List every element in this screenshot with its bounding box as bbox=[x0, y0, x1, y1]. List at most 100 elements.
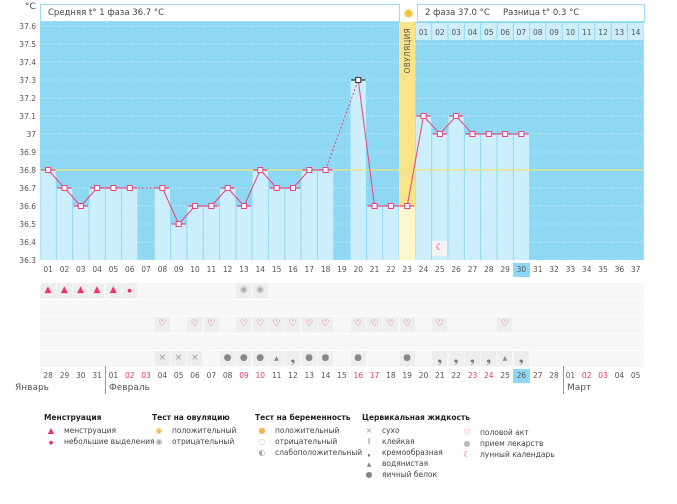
day-number[interactable]: 20 bbox=[353, 265, 363, 274]
calendar-date[interactable]: 10 bbox=[255, 371, 266, 380]
calendar-date[interactable]: 27 bbox=[532, 371, 543, 380]
day-number[interactable]: 04 bbox=[92, 265, 102, 274]
small-drop-icon-cell[interactable]: ● bbox=[122, 283, 138, 298]
day-number[interactable]: 15 bbox=[271, 265, 282, 274]
calendar-date[interactable]: 11 bbox=[271, 371, 282, 380]
calendar-date[interactable]: 01 bbox=[565, 371, 576, 380]
day-number[interactable]: 10 bbox=[190, 265, 200, 274]
creamy-icon-cell[interactable]: ❟ bbox=[285, 351, 301, 366]
calendar-date[interactable]: 03 bbox=[598, 371, 608, 380]
calendar-date[interactable]: 26 bbox=[513, 369, 530, 383]
watery-icon-cell[interactable]: ▲ bbox=[268, 351, 284, 366]
heart-icon-cell[interactable]: ♡ bbox=[399, 317, 415, 332]
calendar-date[interactable]: 03 bbox=[141, 371, 151, 380]
day-number[interactable]: 14 bbox=[255, 265, 266, 274]
calendar-date[interactable]: 28 bbox=[43, 371, 53, 380]
calendar-date[interactable]: 14 bbox=[320, 371, 331, 380]
dry-icon-cell[interactable]: × bbox=[154, 351, 170, 366]
day-number[interactable]: 36 bbox=[614, 265, 625, 274]
egg-white-icon-cell[interactable]: ● bbox=[301, 351, 317, 366]
day-number[interactable]: 27 bbox=[467, 265, 478, 274]
negative-test-icon-cell[interactable]: ◉ bbox=[236, 283, 252, 298]
day-number[interactable]: 21 bbox=[369, 265, 380, 274]
blood-drop-icon-cell[interactable]: ▲ bbox=[40, 283, 56, 298]
negative-test-icon-cell[interactable]: ◉ bbox=[252, 283, 268, 298]
calendar-date[interactable]: 04 bbox=[157, 371, 168, 380]
creamy-icon-cell[interactable]: ❟ bbox=[432, 351, 448, 366]
blood-drop-icon-cell[interactable]: ▲ bbox=[56, 283, 72, 298]
calendar-date[interactable]: 31 bbox=[92, 371, 102, 380]
day-number[interactable]: 30 bbox=[513, 263, 530, 277]
calendar-date[interactable]: 01 bbox=[108, 371, 119, 380]
day-number[interactable]: 34 bbox=[581, 265, 592, 274]
day-number[interactable]: 32 bbox=[549, 265, 559, 274]
egg-white-icon-cell[interactable]: ● bbox=[317, 351, 333, 366]
egg-white-icon-cell[interactable]: ● bbox=[236, 351, 252, 366]
egg-white-icon-cell[interactable]: ● bbox=[252, 351, 268, 366]
calendar-date[interactable]: 05 bbox=[173, 371, 184, 380]
moon-icon[interactable]: ☾ bbox=[432, 241, 448, 256]
day-number[interactable]: 09 bbox=[173, 265, 184, 274]
day-number[interactable]: 19 bbox=[337, 265, 347, 274]
calendar-date[interactable]: 17 bbox=[369, 371, 380, 380]
day-number[interactable]: 26 bbox=[451, 265, 461, 274]
heart-icon-cell[interactable]: ♡ bbox=[383, 317, 399, 332]
calendar-date[interactable]: 08 bbox=[222, 371, 233, 380]
day-number[interactable]: 05 bbox=[108, 265, 119, 274]
day-number[interactable]: 12 bbox=[222, 265, 233, 274]
day-number[interactable]: 18 bbox=[320, 265, 331, 274]
calendar-date[interactable]: 02 bbox=[124, 371, 135, 380]
egg-white-icon-cell[interactable]: ● bbox=[399, 351, 415, 366]
calendar-date[interactable]: 15 bbox=[337, 371, 347, 380]
day-number[interactable]: 07 bbox=[141, 265, 151, 274]
day-number[interactable]: 25 bbox=[435, 265, 445, 274]
calendar-date[interactable]: 02 bbox=[581, 371, 592, 380]
day-number[interactable]: 22 bbox=[386, 265, 396, 274]
day-number[interactable]: 24 bbox=[418, 265, 429, 274]
heart-icon-cell[interactable]: ♡ bbox=[350, 317, 366, 332]
blood-drop-icon-cell[interactable]: ▲ bbox=[105, 283, 121, 298]
day-number[interactable]: 33 bbox=[565, 265, 576, 274]
heart-icon-cell[interactable]: ♡ bbox=[497, 317, 513, 332]
calendar-date[interactable]: 24 bbox=[484, 371, 494, 380]
day-number[interactable]: 29 bbox=[500, 265, 510, 274]
heart-icon-cell[interactable]: ♡ bbox=[432, 317, 448, 332]
dry-icon-cell[interactable]: × bbox=[171, 351, 187, 366]
creamy-icon-cell[interactable]: ❟ bbox=[481, 351, 497, 366]
calendar-date[interactable]: 25 bbox=[500, 371, 510, 380]
day-number[interactable]: 06 bbox=[124, 265, 135, 274]
calendar-date[interactable]: 28 bbox=[549, 371, 559, 380]
day-number[interactable]: 17 bbox=[304, 265, 315, 274]
calendar-date[interactable]: 30 bbox=[76, 371, 86, 380]
heart-icon-cell[interactable]: ♡ bbox=[187, 317, 203, 332]
heart-icon-cell[interactable]: ♡ bbox=[268, 317, 284, 332]
day-number[interactable]: 08 bbox=[157, 265, 168, 274]
day-number[interactable]: 11 bbox=[206, 265, 217, 274]
calendar-date[interactable]: 20 bbox=[418, 371, 429, 380]
day-number[interactable]: 35 bbox=[598, 265, 608, 274]
heart-icon-cell[interactable]: ♡ bbox=[236, 317, 252, 332]
heart-icon-cell[interactable]: ♡ bbox=[154, 317, 170, 332]
day-number[interactable]: 23 bbox=[402, 265, 412, 274]
blood-drop-icon-cell[interactable]: ▲ bbox=[73, 283, 89, 298]
egg-white-icon-cell[interactable]: ● bbox=[350, 351, 366, 366]
calendar-date[interactable]: 09 bbox=[239, 371, 249, 380]
calendar-date[interactable]: 13 bbox=[304, 371, 315, 380]
calendar-date[interactable]: 29 bbox=[59, 371, 70, 380]
heart-icon-cell[interactable]: ♡ bbox=[317, 317, 333, 332]
creamy-icon-cell[interactable]: ❟ bbox=[448, 351, 464, 366]
calendar-date[interactable]: 04 bbox=[614, 371, 625, 380]
creamy-icon-cell[interactable]: ❟ bbox=[513, 351, 529, 366]
calendar-date[interactable]: 05 bbox=[630, 371, 641, 380]
day-number[interactable]: 02 bbox=[59, 265, 70, 274]
heart-icon-cell[interactable]: ♡ bbox=[203, 317, 219, 332]
calendar-date[interactable]: 21 bbox=[435, 371, 445, 380]
day-number[interactable]: 37 bbox=[630, 265, 641, 274]
heart-icon-cell[interactable]: ♡ bbox=[366, 317, 382, 332]
calendar-date[interactable]: 18 bbox=[386, 371, 396, 380]
blood-drop-icon-cell[interactable]: ▲ bbox=[89, 283, 105, 298]
day-number[interactable]: 28 bbox=[484, 265, 494, 274]
calendar-date[interactable]: 23 bbox=[467, 371, 478, 380]
day-number[interactable]: 16 bbox=[288, 265, 298, 274]
heart-icon-cell[interactable]: ♡ bbox=[252, 317, 268, 332]
